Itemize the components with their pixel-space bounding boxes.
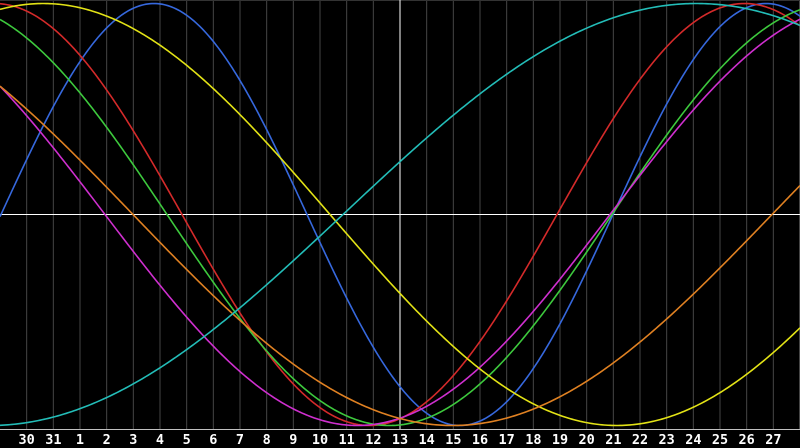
x-axis-label: 9 [289,432,297,448]
x-axis-label: 14 [419,432,435,448]
x-axis-label: 6 [209,432,217,448]
x-axis-labels: 30 31 1 2 3 4 5 6 7 8 9 10 11 12 13 14 15 16 17 18 19 20 21 22 2… [19,432,782,448]
x-axis-label: 27 [765,432,781,448]
x-axis-label: 22 [632,432,648,448]
x-axis-label: 17 [499,432,515,448]
x-axis-label: 3 [129,432,137,448]
x-axis-label: 5 [183,432,191,448]
x-axis-label: 2 [103,432,111,448]
x-axis-label: 11 [339,432,355,448]
x-axis-label: 30 [19,432,35,448]
x-axis-label: 16 [472,432,488,448]
x-axis-label: 1 [76,432,84,448]
x-axis-label: 23 [659,432,675,448]
biorhythm-curve-23d [0,2,800,427]
x-axis-label: 19 [552,432,568,448]
x-axis-label: 8 [263,432,271,448]
x-axis-label: 13 [392,432,408,448]
biorhythm-curve-48d [0,85,800,427]
x-axis-label: 21 [605,432,621,448]
x-axis-label: 12 [365,432,381,448]
x-axis-label: 20 [579,432,595,448]
biorhythm-curves [0,2,800,427]
biorhythm-curve-33d [0,8,800,427]
x-axis-label: 10 [312,432,328,448]
axis-lines [0,0,800,430]
biorhythm-curve-53d [0,2,800,427]
x-axis-label: 24 [685,432,701,448]
biorhythm-curve-43d [0,2,800,427]
x-axis-label: 7 [236,432,244,448]
x-axis-label: 15 [445,432,461,448]
x-axis-label: 26 [739,432,755,448]
x-axis-label: 25 [712,432,728,448]
x-axis-label: 18 [525,432,541,448]
x-axis-label: 4 [156,432,164,448]
x-axis-label: 31 [45,432,61,448]
